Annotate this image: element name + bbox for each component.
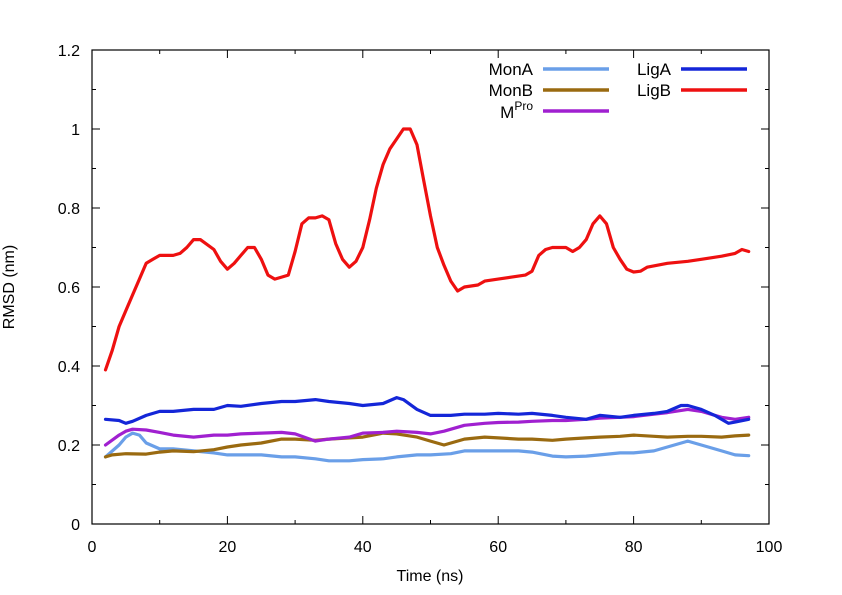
legend-label-mona: MonA bbox=[489, 60, 534, 79]
y-axis-label: RMSD (nm) bbox=[1, 245, 18, 329]
y-tick-label: 1.2 bbox=[58, 43, 80, 60]
legend-label-mpro-sup: Pro bbox=[514, 99, 533, 113]
y-tick-label: 0.2 bbox=[58, 438, 80, 455]
series-line-ligb bbox=[103, 127, 751, 372]
series-line-liga bbox=[103, 396, 751, 425]
x-tick-label: 100 bbox=[756, 539, 783, 556]
legend-item-ligb: LigB bbox=[637, 81, 747, 100]
legend-label-mpro: MPro bbox=[500, 99, 533, 122]
legend-label-ligb: LigB bbox=[637, 81, 671, 100]
x-tick-label: 40 bbox=[354, 539, 372, 556]
y-tick-label: 0.8 bbox=[58, 201, 80, 218]
y-tick-label: 0.6 bbox=[58, 280, 80, 297]
axis-tick-labels: 0 20 40 60 80 100 0 0.2 0.4 0.6 0.8 1 1.2 bbox=[58, 43, 783, 556]
legend-item-monb: MonB bbox=[489, 81, 609, 100]
axis-ticks bbox=[91, 49, 770, 525]
x-tick-label: 60 bbox=[489, 539, 507, 556]
x-tick-label: 80 bbox=[625, 539, 643, 556]
y-tick-label: 0.4 bbox=[58, 359, 80, 376]
legend-item-liga: LigA bbox=[637, 60, 747, 79]
series-line-mona bbox=[103, 431, 751, 463]
legend-item-mona: MonA bbox=[489, 60, 609, 79]
y-tick-label: 0 bbox=[71, 517, 80, 534]
y-tick-label: 1 bbox=[71, 122, 80, 139]
legend-item-mpro: MPro bbox=[500, 99, 609, 122]
legend-label-monb: MonB bbox=[489, 81, 533, 100]
x-axis-label: Time (ns) bbox=[397, 568, 464, 585]
legend-label-liga: LigA bbox=[637, 60, 672, 79]
legend: MonA MonB MPro LigA LigB bbox=[489, 60, 747, 122]
series-lines bbox=[103, 127, 751, 463]
series-line-monb bbox=[103, 431, 751, 459]
x-tick-label: 20 bbox=[219, 539, 237, 556]
x-tick-label: 0 bbox=[88, 539, 97, 556]
